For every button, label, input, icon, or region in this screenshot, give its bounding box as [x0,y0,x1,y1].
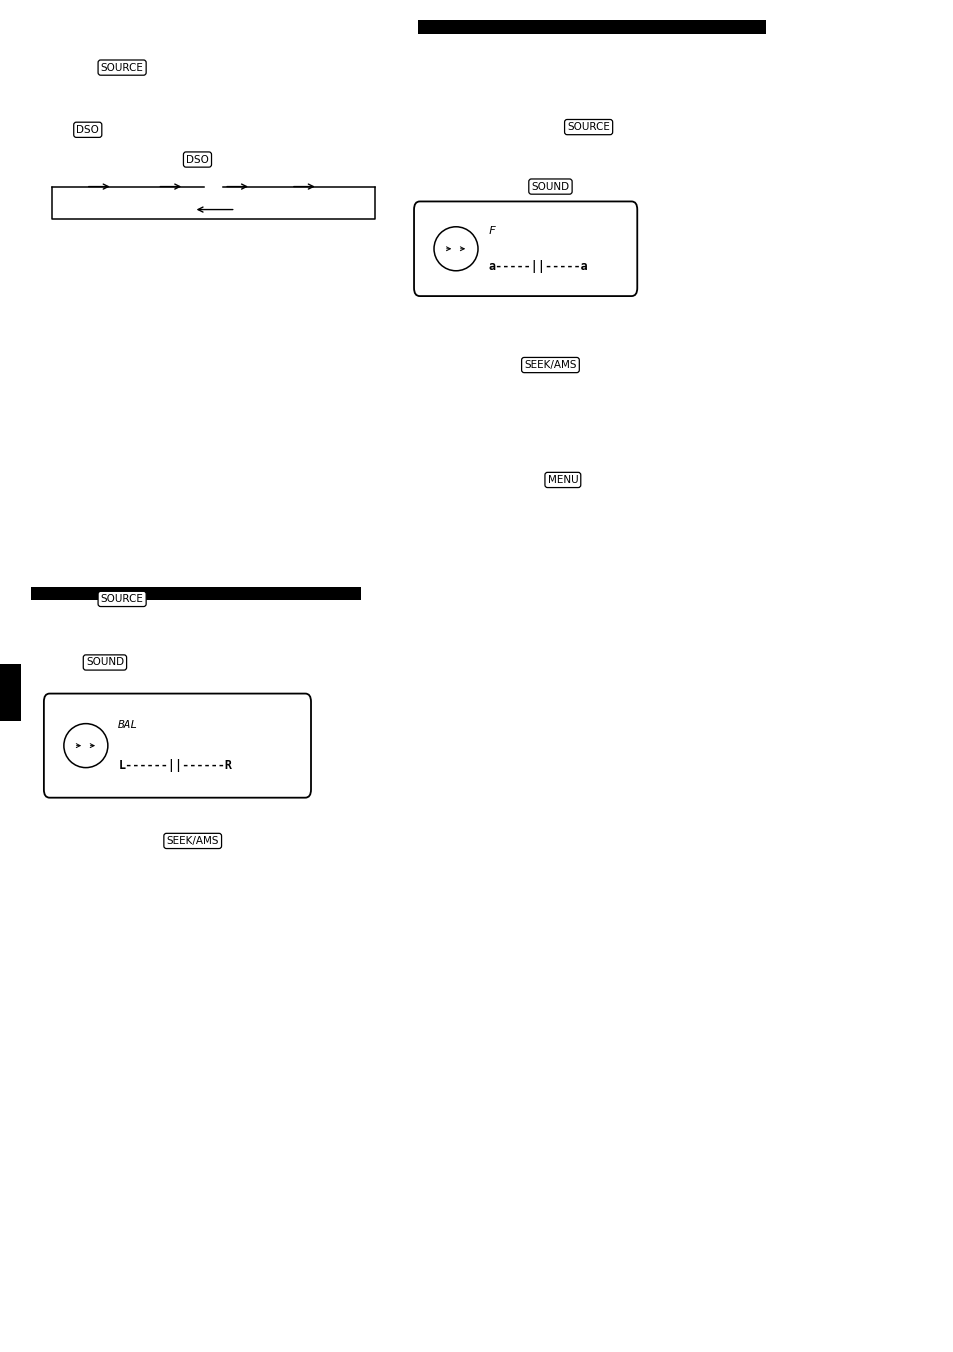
Text: DSO: DSO [186,154,209,165]
Text: SOURCE: SOURCE [101,62,143,73]
Text: SEEK/AMS: SEEK/AMS [166,836,219,846]
Text: SOURCE: SOURCE [567,122,609,132]
FancyBboxPatch shape [44,694,311,798]
Bar [0,664,21,721]
Text: F: F [488,226,495,235]
Text: MENU: MENU [547,475,578,485]
Ellipse shape [64,723,108,768]
Text: SOUND: SOUND [531,181,569,192]
Text: DSO: DSO [76,124,99,135]
Bar [31,587,360,600]
Ellipse shape [434,227,477,270]
Text: SOURCE: SOURCE [101,594,143,604]
Text: L------||------R: L------||------R [118,760,232,772]
FancyBboxPatch shape [414,201,637,296]
Text: SOUND: SOUND [86,657,124,668]
Text: SEEK/AMS: SEEK/AMS [523,360,577,370]
Bar [417,20,765,34]
Text: a-----||-----a: a-----||-----a [488,261,588,273]
Text: BAL: BAL [118,721,138,730]
